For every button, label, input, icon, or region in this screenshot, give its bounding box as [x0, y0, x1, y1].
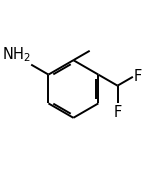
Text: F: F [134, 69, 142, 84]
Text: F: F [113, 104, 122, 119]
Text: NH$_2$: NH$_2$ [2, 45, 31, 64]
